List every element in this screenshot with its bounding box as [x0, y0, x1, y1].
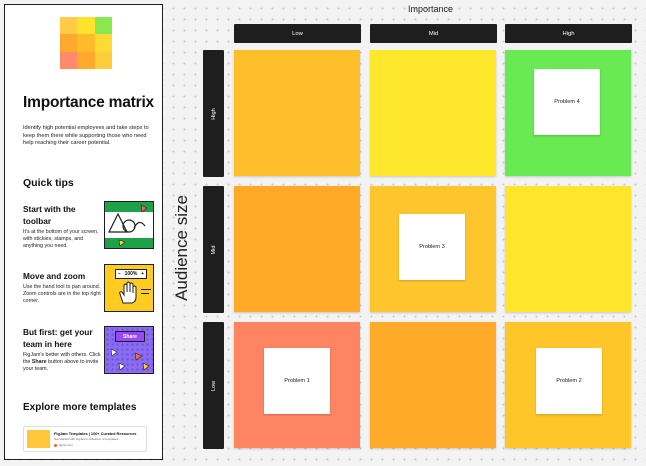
column-header-low[interactable]: Low [234, 24, 361, 43]
share-illustration-icon: Share [104, 326, 154, 374]
matrix-thumbnail [60, 17, 112, 69]
row-header-label: Mid [210, 244, 217, 255]
card-site: figma.com [54, 443, 73, 447]
row-header-mid[interactable]: Mid [203, 186, 224, 313]
row-header-label: High [210, 107, 217, 120]
thumb-cell [77, 51, 95, 69]
tip-title: But first: get your team in here [23, 327, 93, 349]
card-site-label: figma.com [59, 443, 73, 447]
quick-tips-heading: Quick tips [23, 177, 74, 189]
matrix-cell[interactable] [234, 50, 360, 176]
zoom-level: 100% [124, 271, 138, 277]
matrix-cell[interactable] [370, 322, 496, 448]
thumb-cell [77, 34, 95, 52]
card-subtitle: Get started with FigJam's collection of … [54, 437, 119, 441]
zoom-control: − 100% + [115, 269, 147, 279]
matrix-cell[interactable] [370, 50, 496, 176]
thumb-cell [94, 17, 112, 35]
matrix-cell[interactable] [505, 186, 631, 312]
explore-templates-heading: Explore more templates [23, 402, 137, 413]
hand-icon [119, 281, 137, 304]
tip-text-share-bold: Share [31, 359, 47, 365]
card-thumbnail [27, 430, 50, 448]
row-header-high[interactable]: High [203, 50, 224, 177]
sticky-note-problem-2[interactable]: Problem 2 [536, 348, 602, 414]
tip-text: It's at the bottom of your screen, with … [23, 229, 99, 249]
x-axis-title: Importance [408, 4, 454, 14]
tip-share: But first: get your team in here FigJam'… [23, 326, 101, 373]
tip-title: Start with the toolbar [23, 204, 76, 226]
thumb-cell [77, 17, 95, 35]
sticky-note-problem-4[interactable]: Problem 4 [534, 69, 600, 135]
zoom-minus-icon: − [117, 271, 121, 277]
tip-title: Move and zoom [23, 271, 86, 281]
panel-description: Identify high potential employees and ta… [23, 125, 149, 147]
thumb-cell [60, 34, 78, 52]
tip-text: FigJam's better with others. Click the S… [23, 352, 101, 373]
thumb-cell [94, 51, 112, 69]
sticky-note-problem-3[interactable]: Problem 3 [399, 214, 465, 280]
zoom-plus-icon: + [141, 271, 145, 277]
template-info-panel: Importance matrix Identify high potentia… [4, 4, 163, 460]
tip-move-zoom: Move and zoom Use the hand tool to pan a… [23, 270, 101, 305]
card-title: FigJam Templates | 100+ Curated Resource… [54, 431, 137, 436]
sticky-note-problem-1[interactable]: Problem 1 [264, 348, 330, 414]
templates-link-card[interactable]: FigJam Templates | 100+ Curated Resource… [23, 426, 147, 452]
y-axis-title: Audience size [172, 195, 191, 301]
tip-text: Use the hand tool to pan around. Zoom co… [23, 284, 101, 304]
matrix-cell[interactable] [234, 186, 360, 312]
tip-text-part: FigJam's better with others. Click the [23, 352, 101, 365]
panel-title: Importance matrix [23, 94, 154, 111]
thumb-cell [60, 17, 78, 35]
column-header-high[interactable]: High [505, 24, 632, 43]
toolbar-illustration-icon [104, 201, 154, 249]
tip-text-part: button above to invite your team. [23, 359, 99, 372]
thumb-cell [60, 51, 78, 69]
share-button-preview: Share [115, 331, 145, 342]
tip-toolbar: Start with the toolbar It's at the botto… [23, 203, 101, 250]
figma-logo-icon [54, 443, 57, 447]
row-header-label: Low [210, 380, 217, 391]
row-header-low[interactable]: Low [203, 322, 224, 449]
thumb-cell [94, 34, 112, 52]
hand-zoom-illustration-icon: − 100% + [104, 264, 154, 312]
column-header-mid[interactable]: Mid [370, 24, 497, 43]
